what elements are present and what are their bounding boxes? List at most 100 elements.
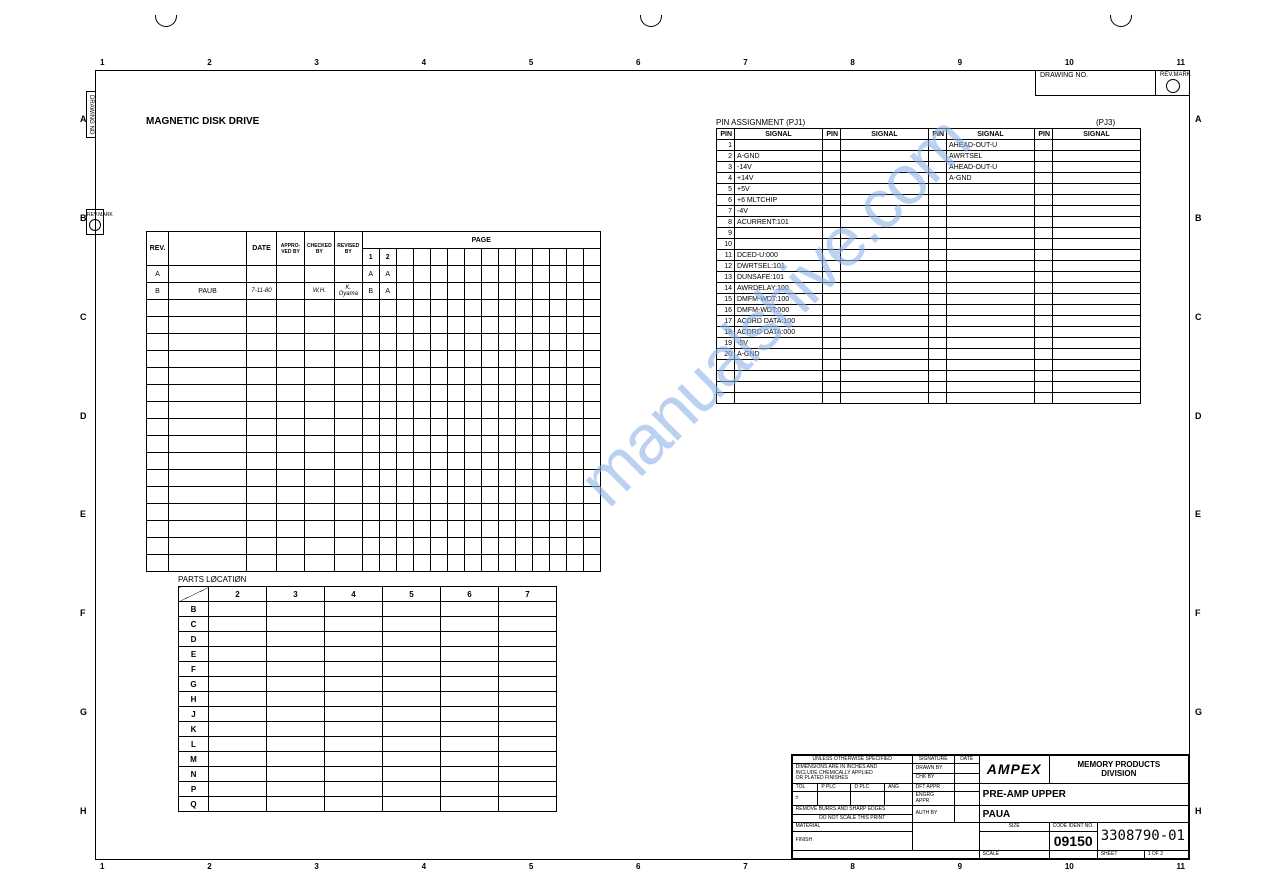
ruler-mark: 11 [1176, 58, 1184, 67]
tb-material: MATERIAL [792, 823, 912, 832]
tb-tol: TOL [792, 783, 818, 792]
tb-sheet-val: 1 OF 2 [1144, 850, 1188, 859]
pin-row [717, 382, 1141, 393]
pin-row: 15DMFM-WDT:100 [717, 294, 1141, 305]
ruler-mark: 2 [207, 862, 211, 871]
revmark-circle-icon [1166, 79, 1180, 93]
revision-row: BPAUB7-11-80W.H.K. OyamaBA [147, 283, 601, 300]
ruler-mark: F [80, 608, 87, 618]
revision-row-blank [147, 419, 601, 436]
ruler-mark: 10 [1065, 862, 1074, 871]
parts-location-table: 234567BCDEFGHJKLMNPQ [178, 586, 557, 812]
pin-assignment-title-pj3: (PJ3) [1096, 118, 1115, 127]
revision-row-blank [147, 300, 601, 317]
pin-row [717, 393, 1141, 404]
tb-pplc: P PLC [818, 783, 851, 792]
parts-row: C [179, 617, 557, 632]
ruler-mark: E [80, 509, 87, 519]
pin-row: 14AWRDELAY:100 [717, 283, 1141, 294]
ruler-mark: F [1195, 608, 1202, 618]
ruler-mark: 9 [958, 862, 962, 871]
ruler-mark: 6 [636, 58, 640, 67]
ruler-mark: 7 [743, 862, 747, 871]
ruler-mark: 5 [529, 58, 533, 67]
pin-row: 19-5V [717, 338, 1141, 349]
ruler-mark: 10 [1065, 58, 1074, 67]
revision-row-blank [147, 555, 601, 572]
tb-dft: DFT APPR [912, 783, 954, 792]
revmark-label: REV.MARK [1160, 72, 1185, 78]
pin-row: 17ACDRD DATA:100 [717, 316, 1141, 327]
binder-hole [1110, 15, 1132, 27]
ruler-mark: 3 [314, 58, 318, 67]
ruler-mark: E [1195, 509, 1202, 519]
title-block-top-right: DRAWING NO. REV.MARK [1035, 71, 1189, 96]
drawing-no-label: DRAWING NO. [1040, 72, 1151, 79]
revision-row-blank [147, 453, 601, 470]
pin-row: 18ACDRD DATA:000 [717, 327, 1141, 338]
revision-row-blank [147, 317, 601, 334]
parts-row: E [179, 647, 557, 662]
revision-row-blank [147, 504, 601, 521]
parts-location-title: PARTS LØCATIØN [178, 575, 246, 584]
tb-ang: ANG [885, 783, 913, 792]
pin-row: 6+6 MLTCHIP [717, 195, 1141, 206]
pin-row: 10 [717, 239, 1141, 250]
pin-row [717, 360, 1141, 371]
parts-row: Q [179, 797, 557, 812]
ruler-right: ABCDEFGH [1195, 70, 1202, 860]
pin-row: 1AHEAD-OUT-U [717, 140, 1141, 151]
ruler-mark: H [80, 806, 87, 816]
revision-row: AAA [147, 266, 601, 283]
revision-row-blank [147, 334, 601, 351]
ruler-mark: 1 [100, 862, 104, 871]
revision-row-blank [147, 487, 601, 504]
tb-finish: FINISH [792, 831, 912, 850]
main-title: MAGNETIC DISK DRIVE [146, 116, 259, 127]
parts-row: L [179, 737, 557, 752]
tb-scale: SCALE [979, 850, 1049, 859]
drawing-no-left-label: DRAWING NO [86, 91, 96, 138]
ruler-mark: H [1195, 806, 1202, 816]
tb-code: 09150 [1049, 831, 1097, 850]
binder-hole [640, 15, 662, 27]
tb-noscale: DO NOT SCALE THIS PRINT [792, 814, 912, 823]
parts-row: F [179, 662, 557, 677]
tb-sheet-lbl: SHEET [1097, 850, 1144, 859]
ruler-mark: B [1195, 213, 1202, 223]
ruler-mark: 6 [636, 862, 640, 871]
pin-row: 12DWRTSEL:101 [717, 261, 1141, 272]
revision-row-blank [147, 470, 601, 487]
revision-row-blank [147, 521, 601, 538]
ruler-mark: 1 [100, 58, 104, 67]
parts-row: G [179, 677, 557, 692]
pin-row: 5+5V [717, 184, 1141, 195]
ruler-mark: 4 [422, 862, 426, 871]
revision-row-blank [147, 351, 601, 368]
parts-row: N [179, 767, 557, 782]
tb-dim: DIMENSIONS ARE IN INCHES AND INCLUDE CHE… [792, 764, 912, 784]
parts-row: P [179, 782, 557, 797]
tb-dplc: D PLC [851, 783, 885, 792]
pin-row: 9 [717, 228, 1141, 239]
tb-date-hdr: DATE [954, 755, 979, 764]
revision-row-blank [147, 538, 601, 555]
revision-row-blank [147, 385, 601, 402]
ruler-mark: D [1195, 411, 1202, 421]
revision-row-blank [147, 368, 601, 385]
ruler-mark: 5 [529, 862, 533, 871]
ruler-mark: 4 [422, 58, 426, 67]
ruler-mark: C [1195, 312, 1202, 322]
pin-row: 3-14VAHEAD-OUT-U [717, 162, 1141, 173]
pin-row: 16DMFM-WDT:000 [717, 305, 1141, 316]
revision-table: REV.DATEAPPRO- VED BYCHECKED BYREVISED B… [146, 231, 601, 572]
ruler-bottom: 1234567891011 [95, 862, 1190, 871]
tb-number: 3308790-01 [1097, 823, 1188, 851]
revmark-left: REV.MARK [86, 209, 104, 235]
tb-burrs: REMOVE BURRS AND SHARP EDGES [792, 806, 912, 815]
revision-row-blank [147, 436, 601, 453]
parts-row: D [179, 632, 557, 647]
tb-drawn: DRAWN BY [912, 764, 954, 774]
tb-size-lbl: SIZE [979, 823, 1049, 832]
tb-engrg: ENGRG APPR [912, 792, 954, 806]
